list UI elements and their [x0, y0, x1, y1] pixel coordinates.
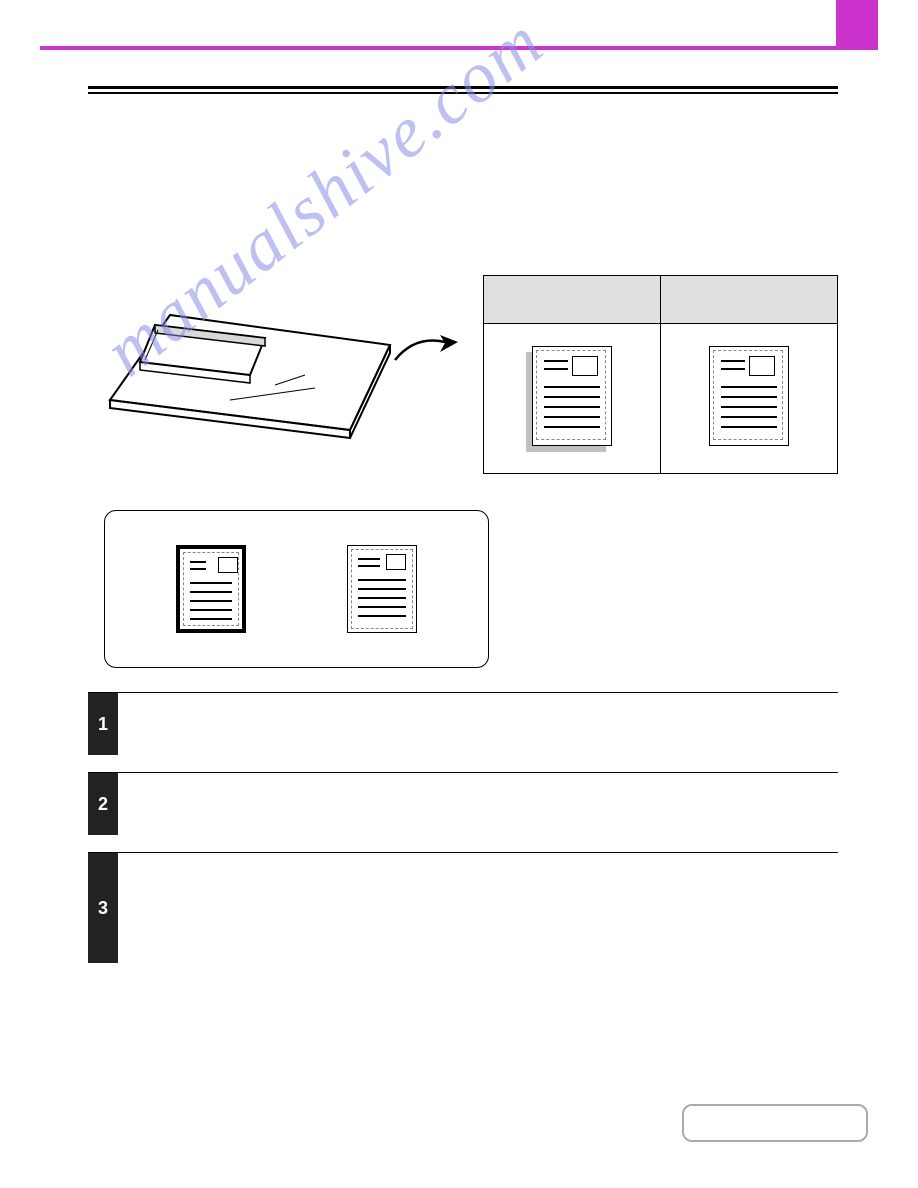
step-number: 1 — [88, 693, 118, 755]
step-text — [88, 693, 838, 701]
step-3: 3 — [88, 852, 838, 861]
table-header-left — [484, 276, 661, 324]
frame-doc-normal — [347, 545, 417, 633]
step-number: 2 — [88, 773, 118, 835]
doc-icon-plain — [709, 346, 789, 446]
frame-doc-thick — [176, 545, 246, 633]
header-rule — [40, 25, 878, 50]
step-text — [88, 773, 838, 781]
table-cell-right — [661, 324, 838, 474]
arrow-icon — [390, 330, 460, 370]
corner-tab — [836, 0, 878, 50]
frame-option-box — [104, 510, 489, 668]
step-text — [88, 853, 838, 861]
footer-button[interactable] — [682, 1104, 868, 1142]
doc-icon-with-shadow — [532, 346, 612, 446]
table-header-right — [661, 276, 838, 324]
table-cell-left — [484, 324, 661, 474]
output-table — [483, 275, 838, 474]
section-double-rule — [88, 86, 838, 94]
step-number: 3 — [88, 853, 118, 963]
step-1: 1 — [88, 692, 838, 701]
scanner-illustration — [100, 290, 400, 460]
step-2: 2 — [88, 772, 838, 781]
